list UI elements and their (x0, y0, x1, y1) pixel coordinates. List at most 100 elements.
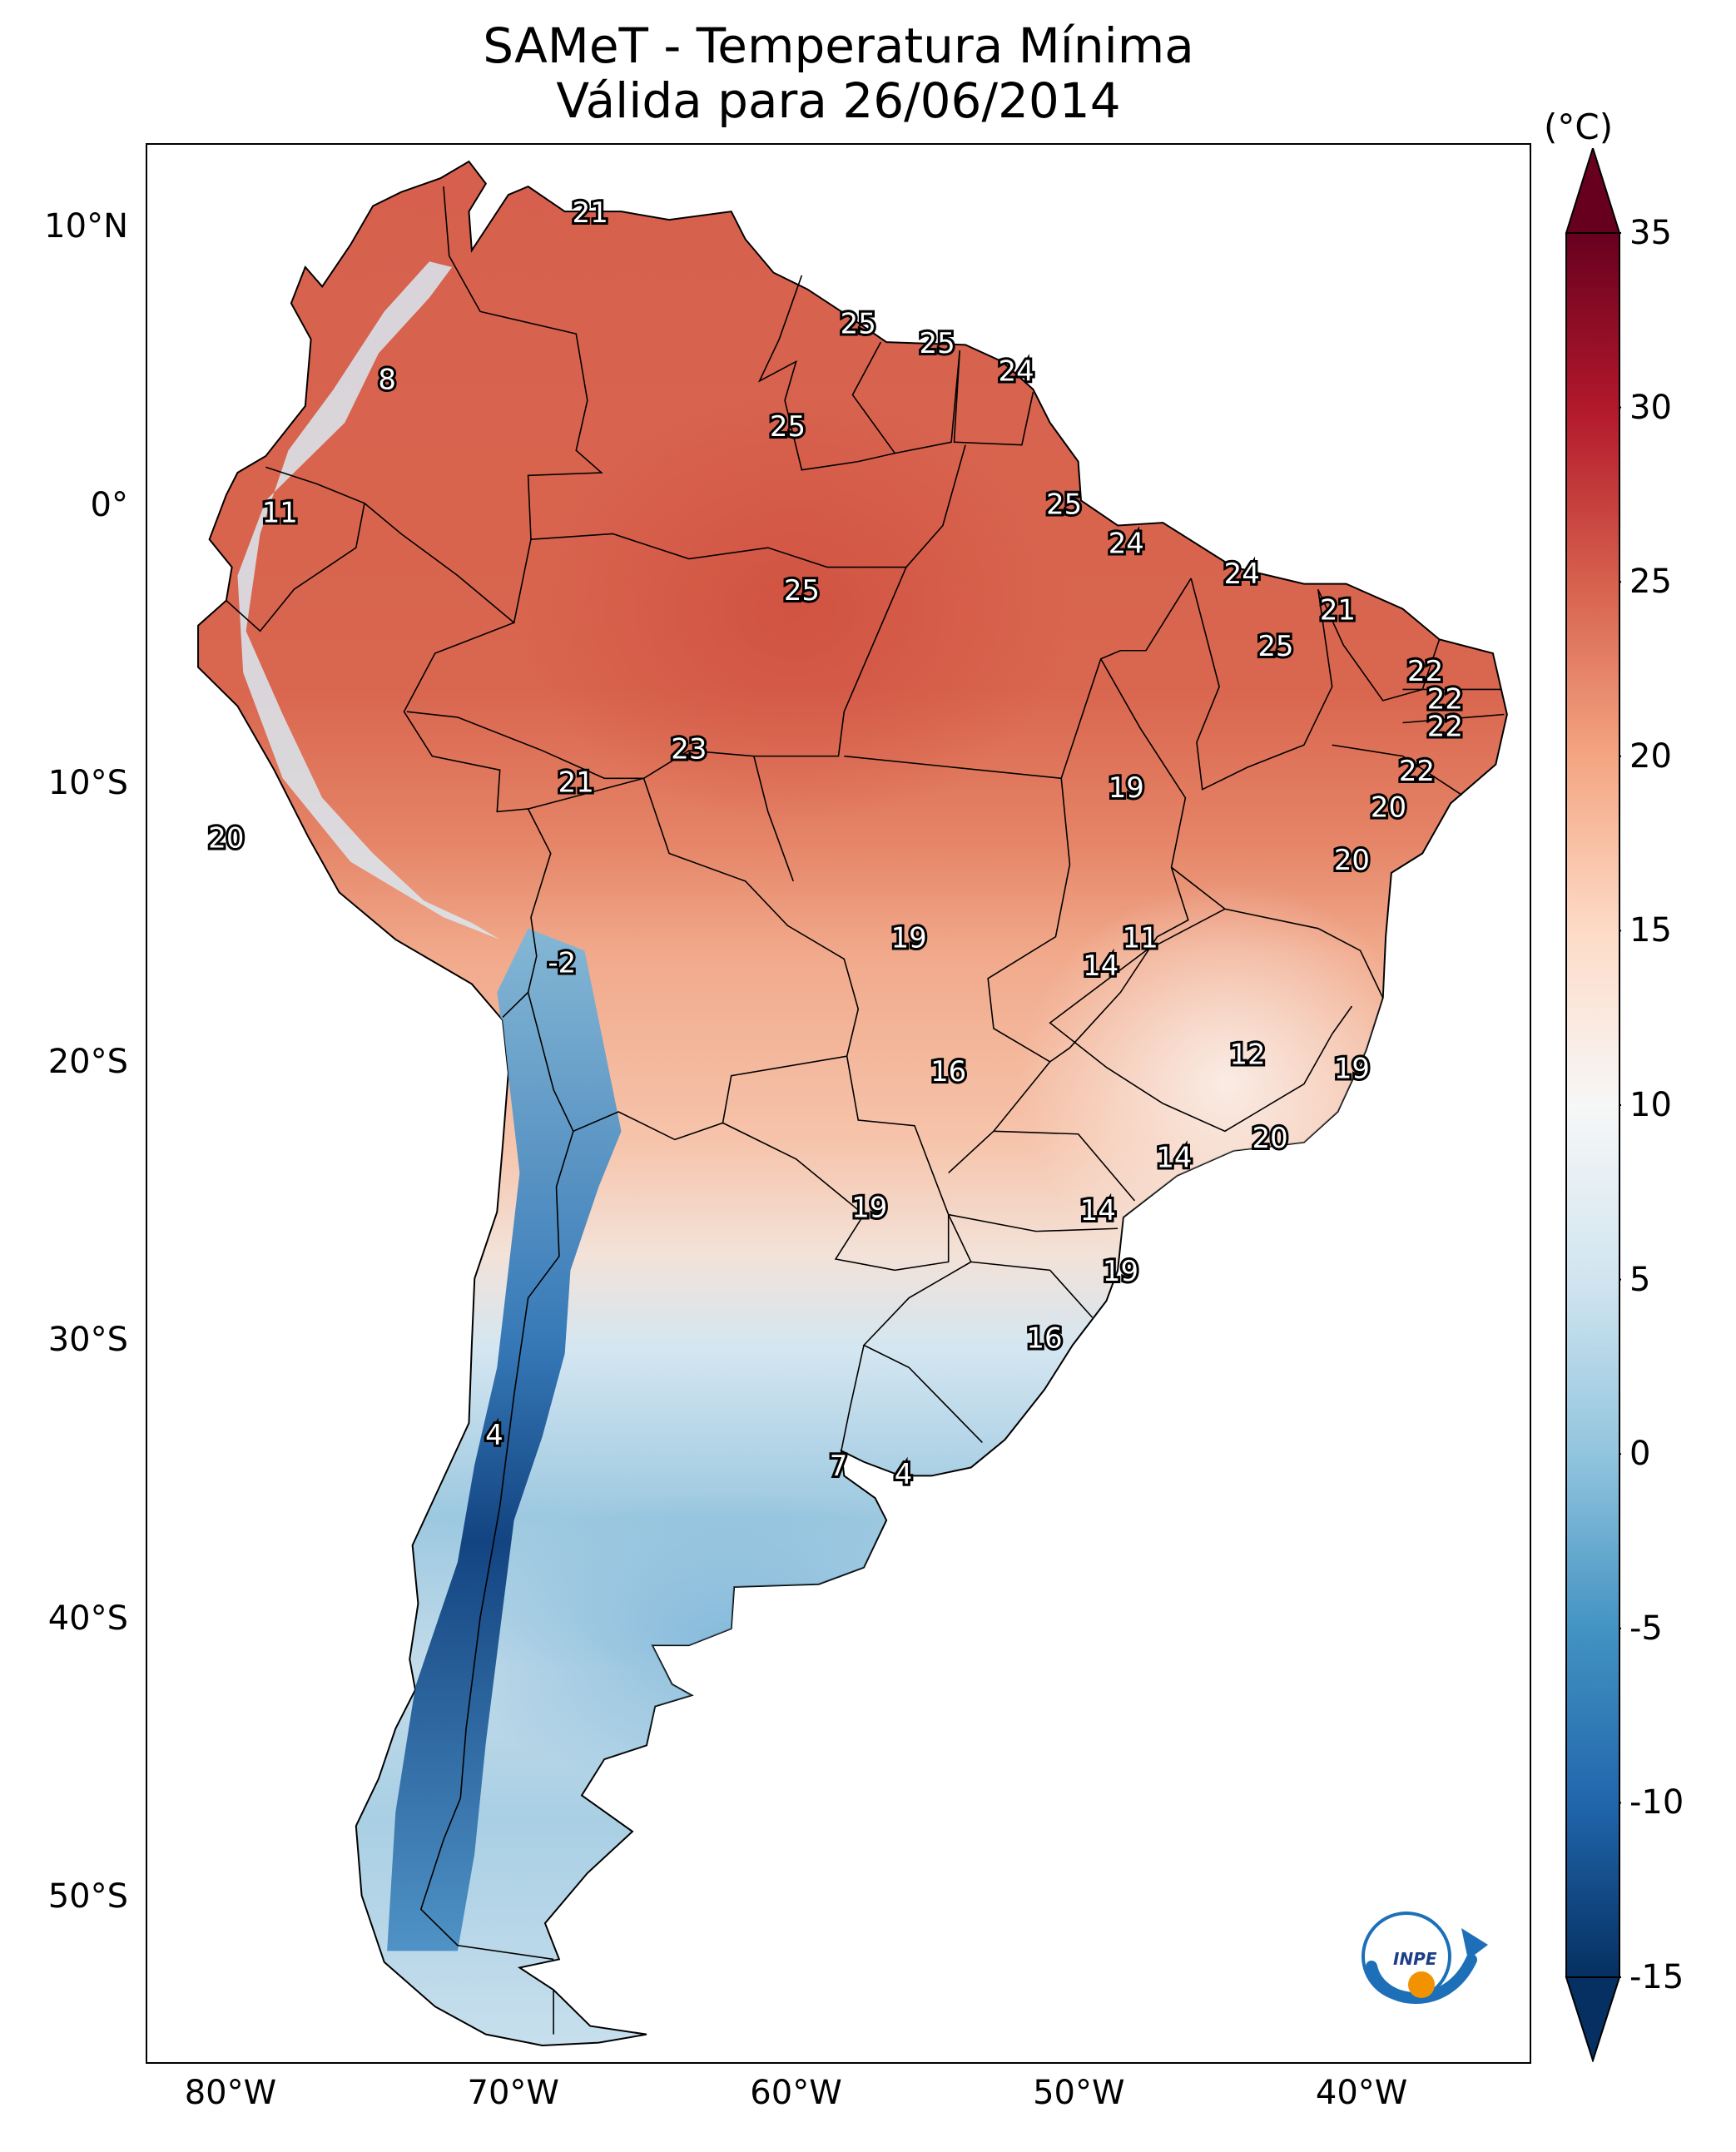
country-borders (226, 186, 1505, 2035)
station-value-label: 24 (1224, 558, 1260, 590)
station-value-label: 20 (208, 821, 244, 854)
station-value-label: 11 (262, 497, 298, 529)
chart-title: SAMeT - Temperatura Mínima Válida para 2… (146, 18, 1531, 128)
title-line-1: SAMeT - Temperatura Mínima (483, 17, 1194, 74)
station-value-label: 22 (1427, 711, 1463, 743)
border-line (753, 756, 794, 882)
colorbar-extend-top (1565, 148, 1621, 234)
border-line (970, 1261, 1094, 1318)
border-line (851, 341, 961, 454)
station-value-label: 20 (1252, 1122, 1288, 1154)
warm-core-amazon (520, 394, 1069, 826)
station-value-label: 25 (770, 410, 806, 443)
latitude-tick-label: 20°S (47, 1042, 128, 1081)
station-value-label: 16 (1026, 1321, 1062, 1354)
border-line (993, 1130, 1136, 1202)
station-value-label: 25 (784, 574, 820, 607)
station-value-label: 4 (895, 1458, 913, 1490)
title-line-2: Válida para 26/06/2014 (556, 72, 1121, 129)
station-value-label: 22 (1399, 755, 1435, 787)
latitude-tick-label: 0° (90, 485, 128, 524)
colorbar-extend-bottom (1565, 1976, 1621, 2062)
colorbar-unit: (°C) (1544, 107, 1614, 147)
station-value-label: 24 (999, 355, 1034, 387)
border-line (530, 444, 966, 568)
border-line (364, 503, 552, 1019)
longitude-tick-label: 80°W (184, 2074, 277, 2112)
colorbar (1565, 148, 1621, 2062)
station-value-label: 11 (1123, 921, 1158, 954)
colorbar-tick-label: -5 (1629, 1609, 1663, 1648)
border-line (527, 777, 860, 1141)
border-line (419, 1131, 574, 1961)
station-value-label: 24 (1109, 527, 1144, 559)
longitude-tick-label: 40°W (1315, 2074, 1408, 2112)
colorbar-tick-label: 5 (1629, 1260, 1651, 1299)
colorbar-tick-label: 15 (1629, 911, 1672, 950)
station-value-label: 25 (1046, 488, 1082, 521)
longitude-tick-label: 70°W (467, 2074, 559, 2112)
station-value-label: 19 (1103, 1255, 1138, 1287)
border-line (1317, 588, 1441, 702)
station-value-label: 14 (1083, 950, 1118, 982)
longitude-tick-label: 60°W (750, 2074, 842, 2112)
border-line (862, 1214, 983, 1443)
station-value-label: 25 (1257, 630, 1293, 662)
map-panel: 21 8 25 25 24 25 11 25 24 24 25 21 25 22 22 22 23 22 21 19 2… (146, 143, 1531, 2064)
colorbar-tick-marks (1619, 232, 1621, 1978)
colorbar-tick-label: 30 (1629, 388, 1672, 427)
andes-north-cool-band (237, 261, 500, 940)
station-value-label: 14 (1080, 1194, 1116, 1227)
border-line (1060, 578, 1192, 779)
logo-text: INPE (1393, 1949, 1437, 1969)
station-value-label: 7 (830, 1450, 848, 1482)
longitude-tick-label: 50°W (1033, 2074, 1125, 2112)
border-line (1402, 713, 1505, 724)
border-line (1332, 744, 1463, 796)
station-value-label: 16 (930, 1055, 966, 1088)
station-value-label: 22 (1427, 682, 1463, 715)
border-line (443, 186, 603, 623)
border-line (226, 466, 365, 632)
border-line (757, 275, 895, 471)
station-value-label: -2 (548, 947, 576, 979)
station-value-label: 21 (558, 766, 594, 798)
cold-pampas (429, 1490, 1028, 1790)
temperature-field (197, 160, 1508, 2046)
station-value-label: 25 (920, 327, 955, 359)
border-line (1190, 578, 1333, 791)
station-value-label: 22 (1407, 655, 1443, 687)
colorbar-tick-label: 35 (1629, 214, 1672, 252)
station-value-label: 21 (1320, 593, 1356, 626)
border-line (1171, 866, 1384, 999)
station-value-label: 19 (1109, 771, 1144, 804)
inpe-logo: INPE (1362, 1912, 1488, 2004)
station-value-label: 20 (1334, 844, 1370, 876)
station-value-label: 12 (1229, 1039, 1265, 1071)
colorbar-tick-label: 0 (1629, 1435, 1651, 1474)
station-value-label: 23 (671, 732, 707, 765)
border-line (1049, 658, 1189, 1063)
colorbar-tick-label: 25 (1629, 563, 1672, 602)
station-value-label: 21 (573, 196, 608, 229)
border-line (643, 567, 907, 779)
border-line (948, 1213, 1118, 1232)
colorbar-body (1565, 232, 1620, 1978)
border-line (406, 711, 644, 780)
colorbar-tick-label: -15 (1629, 1958, 1684, 1996)
station-value-label: 19 (891, 921, 927, 954)
border-line (841, 1345, 865, 1451)
border-line (953, 350, 1034, 446)
station-value-label: 25 (841, 308, 876, 340)
andes-cold-band (387, 928, 622, 1951)
station-value-label: 14 (1156, 1141, 1192, 1173)
station-value-label: 20 (1371, 791, 1406, 824)
colorbar-tick-label: -10 (1629, 1783, 1684, 1822)
station-value-label: 8 (378, 363, 396, 395)
latitude-tick-label: 40°S (47, 1599, 128, 1638)
border-line (722, 1056, 950, 1272)
border-line (1049, 908, 1353, 1133)
colorbar-tick-label: 20 (1629, 736, 1672, 776)
